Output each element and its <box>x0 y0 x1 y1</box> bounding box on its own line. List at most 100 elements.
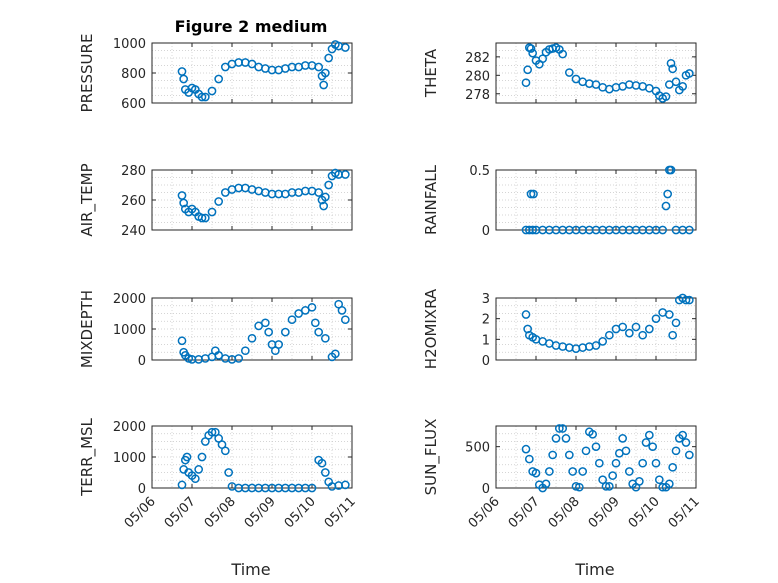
data-point <box>564 450 574 460</box>
data-point <box>214 74 224 84</box>
y-tick-label: 0 <box>482 354 490 369</box>
data-point <box>601 481 611 491</box>
data-point <box>618 434 628 443</box>
y-tick-label: 1000 <box>113 37 146 52</box>
y-tick-label: 500 <box>465 441 490 456</box>
panel-mixdepth: 0 1000 2000 MIXDEPTH <box>78 290 353 369</box>
data-point <box>663 189 673 199</box>
data-point <box>591 442 601 452</box>
y-tick-label: 280 <box>121 164 146 179</box>
data-point <box>661 201 671 211</box>
data-point <box>658 482 668 492</box>
data-point <box>521 444 531 454</box>
y-axis-label: RAINFALL <box>422 164 440 235</box>
data-point <box>220 446 230 456</box>
x-tick-label: 05/06 <box>122 494 159 531</box>
x-axis-label-left: Time <box>230 560 270 579</box>
data-point <box>538 54 548 64</box>
data-point <box>200 213 210 223</box>
data-point <box>324 180 334 190</box>
data-point <box>544 467 554 476</box>
y-tick-label: 800 <box>121 67 146 82</box>
data-point <box>521 310 531 319</box>
data-point <box>551 434 561 443</box>
data-point <box>197 452 207 462</box>
data-point <box>197 92 207 102</box>
data-point <box>581 446 591 456</box>
data-point <box>177 480 187 490</box>
data-point <box>523 65 533 75</box>
y-tick-label: 0 <box>482 224 490 239</box>
data-point <box>591 341 601 350</box>
x-tick-label: 05/11 <box>666 494 703 531</box>
data-point <box>664 479 674 489</box>
data-point <box>310 318 320 328</box>
data-point <box>651 314 661 324</box>
y-axis-label: MIXDEPTH <box>78 290 96 368</box>
data-point <box>319 80 329 90</box>
data-point <box>684 295 694 305</box>
data-point <box>564 68 574 77</box>
data-point <box>260 318 270 328</box>
data-point <box>314 188 324 197</box>
data-point <box>611 458 621 468</box>
y-tick-label: 2 <box>482 313 490 328</box>
data-point <box>684 450 694 460</box>
x-tick-label: 05/09 <box>242 494 279 531</box>
data-point <box>197 213 207 223</box>
x-tick-label: 05/06 <box>466 494 503 531</box>
data-point <box>594 458 604 468</box>
data-point <box>224 468 234 477</box>
data-point <box>240 346 250 356</box>
y-tick-label: 282 <box>465 51 490 66</box>
y-tick-label: 1000 <box>113 323 146 338</box>
data-point <box>528 48 538 58</box>
data-point <box>578 467 588 476</box>
data-point <box>330 349 340 359</box>
data-point <box>558 424 568 433</box>
data-point <box>604 481 614 491</box>
data-point <box>264 327 274 337</box>
data-point <box>598 475 608 485</box>
data-point <box>624 328 634 338</box>
data-point <box>324 53 334 63</box>
y-tick-label: 260 <box>121 194 146 209</box>
data-point <box>621 446 631 456</box>
data-point <box>340 480 350 490</box>
data-point <box>598 337 608 346</box>
axes-box <box>495 297 697 361</box>
data-point <box>671 77 681 87</box>
y-tick-label: 0.5 <box>469 164 490 179</box>
data-point <box>668 64 678 74</box>
panel-air_temp: 240 260 280 AIR_TEMP <box>78 163 353 239</box>
data-point <box>588 429 598 439</box>
x-tick-label: 05/07 <box>506 494 543 531</box>
data-point <box>340 315 350 325</box>
data-point <box>214 351 224 360</box>
y-tick-label: 1 <box>482 333 490 348</box>
data-point <box>528 225 538 235</box>
data-point <box>631 322 641 332</box>
data-point <box>554 424 564 433</box>
data-point <box>179 198 189 208</box>
data-point <box>548 450 558 460</box>
data-point <box>177 336 187 346</box>
panel-rainfall: 0 0.5 RAINFALL <box>422 164 697 239</box>
data-point <box>300 306 310 315</box>
y-tick-label: 0 <box>138 354 146 369</box>
data-point <box>678 82 688 91</box>
data-point <box>668 462 678 472</box>
x-tick-label: 05/10 <box>626 494 663 531</box>
data-point <box>179 74 189 84</box>
data-point <box>529 189 538 199</box>
x-tick-label: 05/08 <box>202 494 239 531</box>
data-point <box>681 438 691 447</box>
y-tick-label: 3 <box>482 292 490 307</box>
data-point <box>320 333 330 343</box>
panel-h2o_mixing_ratio: 0 1 2 3 H2OMIXRA <box>422 288 697 369</box>
panel-terr_msl: 0 1000 2000 05/06 05/07 05/08 05/09 05/10 05/11 T… <box>78 417 359 531</box>
data-point <box>521 78 531 88</box>
y-axis-label: AIR_TEMP <box>78 163 97 236</box>
figure-title: Figure 2 medium <box>175 17 328 36</box>
data-point <box>671 446 681 456</box>
